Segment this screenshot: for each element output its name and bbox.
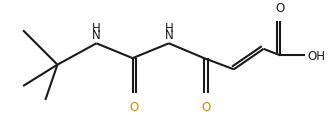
Text: O: O <box>202 100 210 113</box>
Text: H: H <box>164 22 173 35</box>
Text: H: H <box>92 22 101 35</box>
Text: N: N <box>92 29 101 42</box>
Text: N: N <box>164 29 173 42</box>
Text: O: O <box>130 100 139 113</box>
Text: O: O <box>276 2 285 14</box>
Text: OH: OH <box>307 49 325 62</box>
